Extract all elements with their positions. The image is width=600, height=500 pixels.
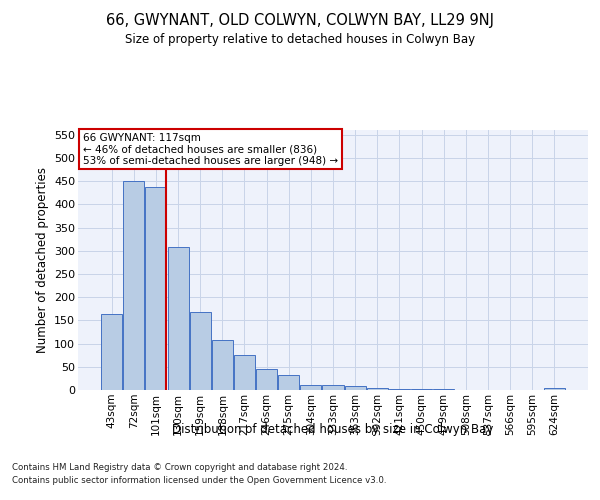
Bar [367, 388, 388, 390]
Bar [278, 375, 299, 390]
Bar [344, 386, 365, 390]
Bar [124, 181, 145, 390]
Bar [145, 187, 166, 390]
Bar [322, 386, 344, 390]
Bar [190, 312, 211, 390]
Text: 66 GWYNANT: 117sqm
← 46% of detached houses are smaller (836)
53% of semi-detach: 66 GWYNANT: 117sqm ← 46% of detached hou… [83, 132, 338, 166]
Text: Contains HM Land Registry data © Crown copyright and database right 2024.: Contains HM Land Registry data © Crown c… [12, 462, 347, 471]
Bar [433, 389, 454, 390]
Bar [256, 369, 277, 390]
Bar [167, 247, 188, 390]
Bar [389, 389, 410, 390]
Bar [101, 314, 122, 390]
Bar [234, 355, 255, 390]
Y-axis label: Number of detached properties: Number of detached properties [35, 167, 49, 353]
Text: Contains public sector information licensed under the Open Government Licence v3: Contains public sector information licen… [12, 476, 386, 485]
Text: Size of property relative to detached houses in Colwyn Bay: Size of property relative to detached ho… [125, 32, 475, 46]
Bar [411, 389, 432, 390]
Bar [212, 340, 233, 390]
Bar [301, 386, 322, 390]
Text: Distribution of detached houses by size in Colwyn Bay: Distribution of detached houses by size … [172, 422, 494, 436]
Bar [544, 388, 565, 390]
Text: 66, GWYNANT, OLD COLWYN, COLWYN BAY, LL29 9NJ: 66, GWYNANT, OLD COLWYN, COLWYN BAY, LL2… [106, 12, 494, 28]
